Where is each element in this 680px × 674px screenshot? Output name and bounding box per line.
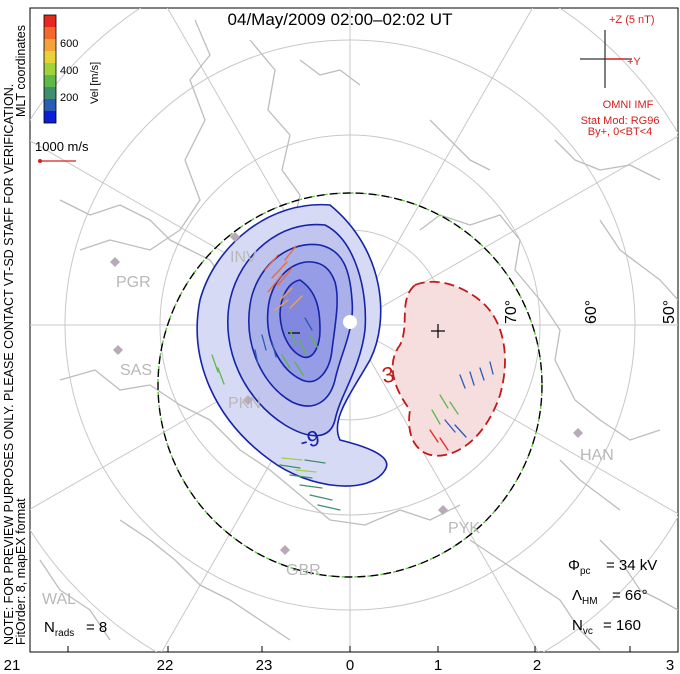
mlt-tick-23: 23: [256, 657, 273, 674]
latitude-label-50: 50°: [661, 300, 678, 324]
station-label-han: HAN: [580, 447, 614, 464]
radar-count-stat: Nrads = 8: [44, 619, 107, 639]
latitude-label-70: 70°: [503, 300, 520, 324]
mlt-tick-0: 0: [346, 657, 354, 674]
vector-count-stat: Nvc = 160: [572, 617, 641, 637]
station-markers: [110, 232, 583, 555]
preview-note: NOTE: FOR PREVIEW PURPOSES ONLY. PLEASE …: [2, 84, 16, 645]
svg-text:Φpc: Φpc: [568, 557, 591, 577]
dusk-convection-cell: [196, 203, 388, 487]
imf-source: OMNI IMF: [603, 99, 654, 111]
station-label-pgr: PGR: [116, 274, 151, 291]
mlt-tick-2: 2: [533, 657, 541, 674]
velocity-vectors: [211, 245, 494, 511]
fit-order: FitOrder: 8, mapEX format: [14, 498, 28, 645]
svg-text:= 66°: = 66°: [612, 587, 648, 604]
coastlines: [39, 19, 678, 651]
dawn-convection-cell: [391, 280, 506, 457]
mlt-tick-1: 1: [434, 657, 442, 674]
velocity-scale-tick-600: 600: [60, 38, 78, 50]
imf-stat-model: Stat Mod: RG96: [581, 115, 660, 127]
svg-text:= 8: = 8: [86, 619, 107, 636]
svg-text:ΛHM: ΛHM: [572, 587, 598, 607]
potential-stat: Φpc = 34 kV: [568, 557, 657, 577]
imf-y-label: +Y: [627, 56, 641, 68]
mlt-tick-22: 22: [157, 657, 174, 674]
contour-label-positive: 3: [380, 361, 396, 388]
svg-text:= 34 kV: = 34 kV: [606, 557, 657, 574]
imf-condition: By+, 0<BT<4: [588, 126, 653, 138]
svg-text:= 160: = 160: [603, 617, 641, 634]
pole-marker: [343, 315, 357, 329]
reference-vector-label: 1000 m/s: [35, 139, 89, 154]
mlt-axis: [67, 646, 631, 652]
station-label-wal: WAL: [42, 591, 76, 608]
station-label-gbr: GBR: [286, 562, 321, 579]
station-label-inv: INV: [230, 249, 257, 266]
velocity-scale-tick-200: 200: [60, 92, 78, 104]
velocity-color-scale: [43, 14, 57, 124]
latitude-label-60: 60°: [583, 300, 600, 324]
station-label-sas: SAS: [120, 362, 152, 379]
imf-scale-label: +Z (5 nT): [609, 14, 655, 26]
velocity-scale-unit: Vel [m/s]: [89, 62, 101, 104]
mlt-tick-21: 21: [4, 657, 21, 674]
station-label-pkn: PKN: [228, 395, 261, 412]
mlt-tick-3: 3: [666, 657, 674, 674]
velocity-scale-tick-400: 400: [60, 65, 78, 77]
hm-latitude-stat: ΛHM = 66°: [572, 587, 648, 607]
svg-text:Nrads: Nrads: [44, 619, 74, 639]
map-title: 04/May/2009 02:00–02:02 UT: [228, 10, 453, 29]
svg-text:Nvc: Nvc: [572, 617, 593, 637]
coord-system: MLT coordinates: [14, 25, 28, 117]
station-label-pyk: PYK: [448, 520, 480, 537]
